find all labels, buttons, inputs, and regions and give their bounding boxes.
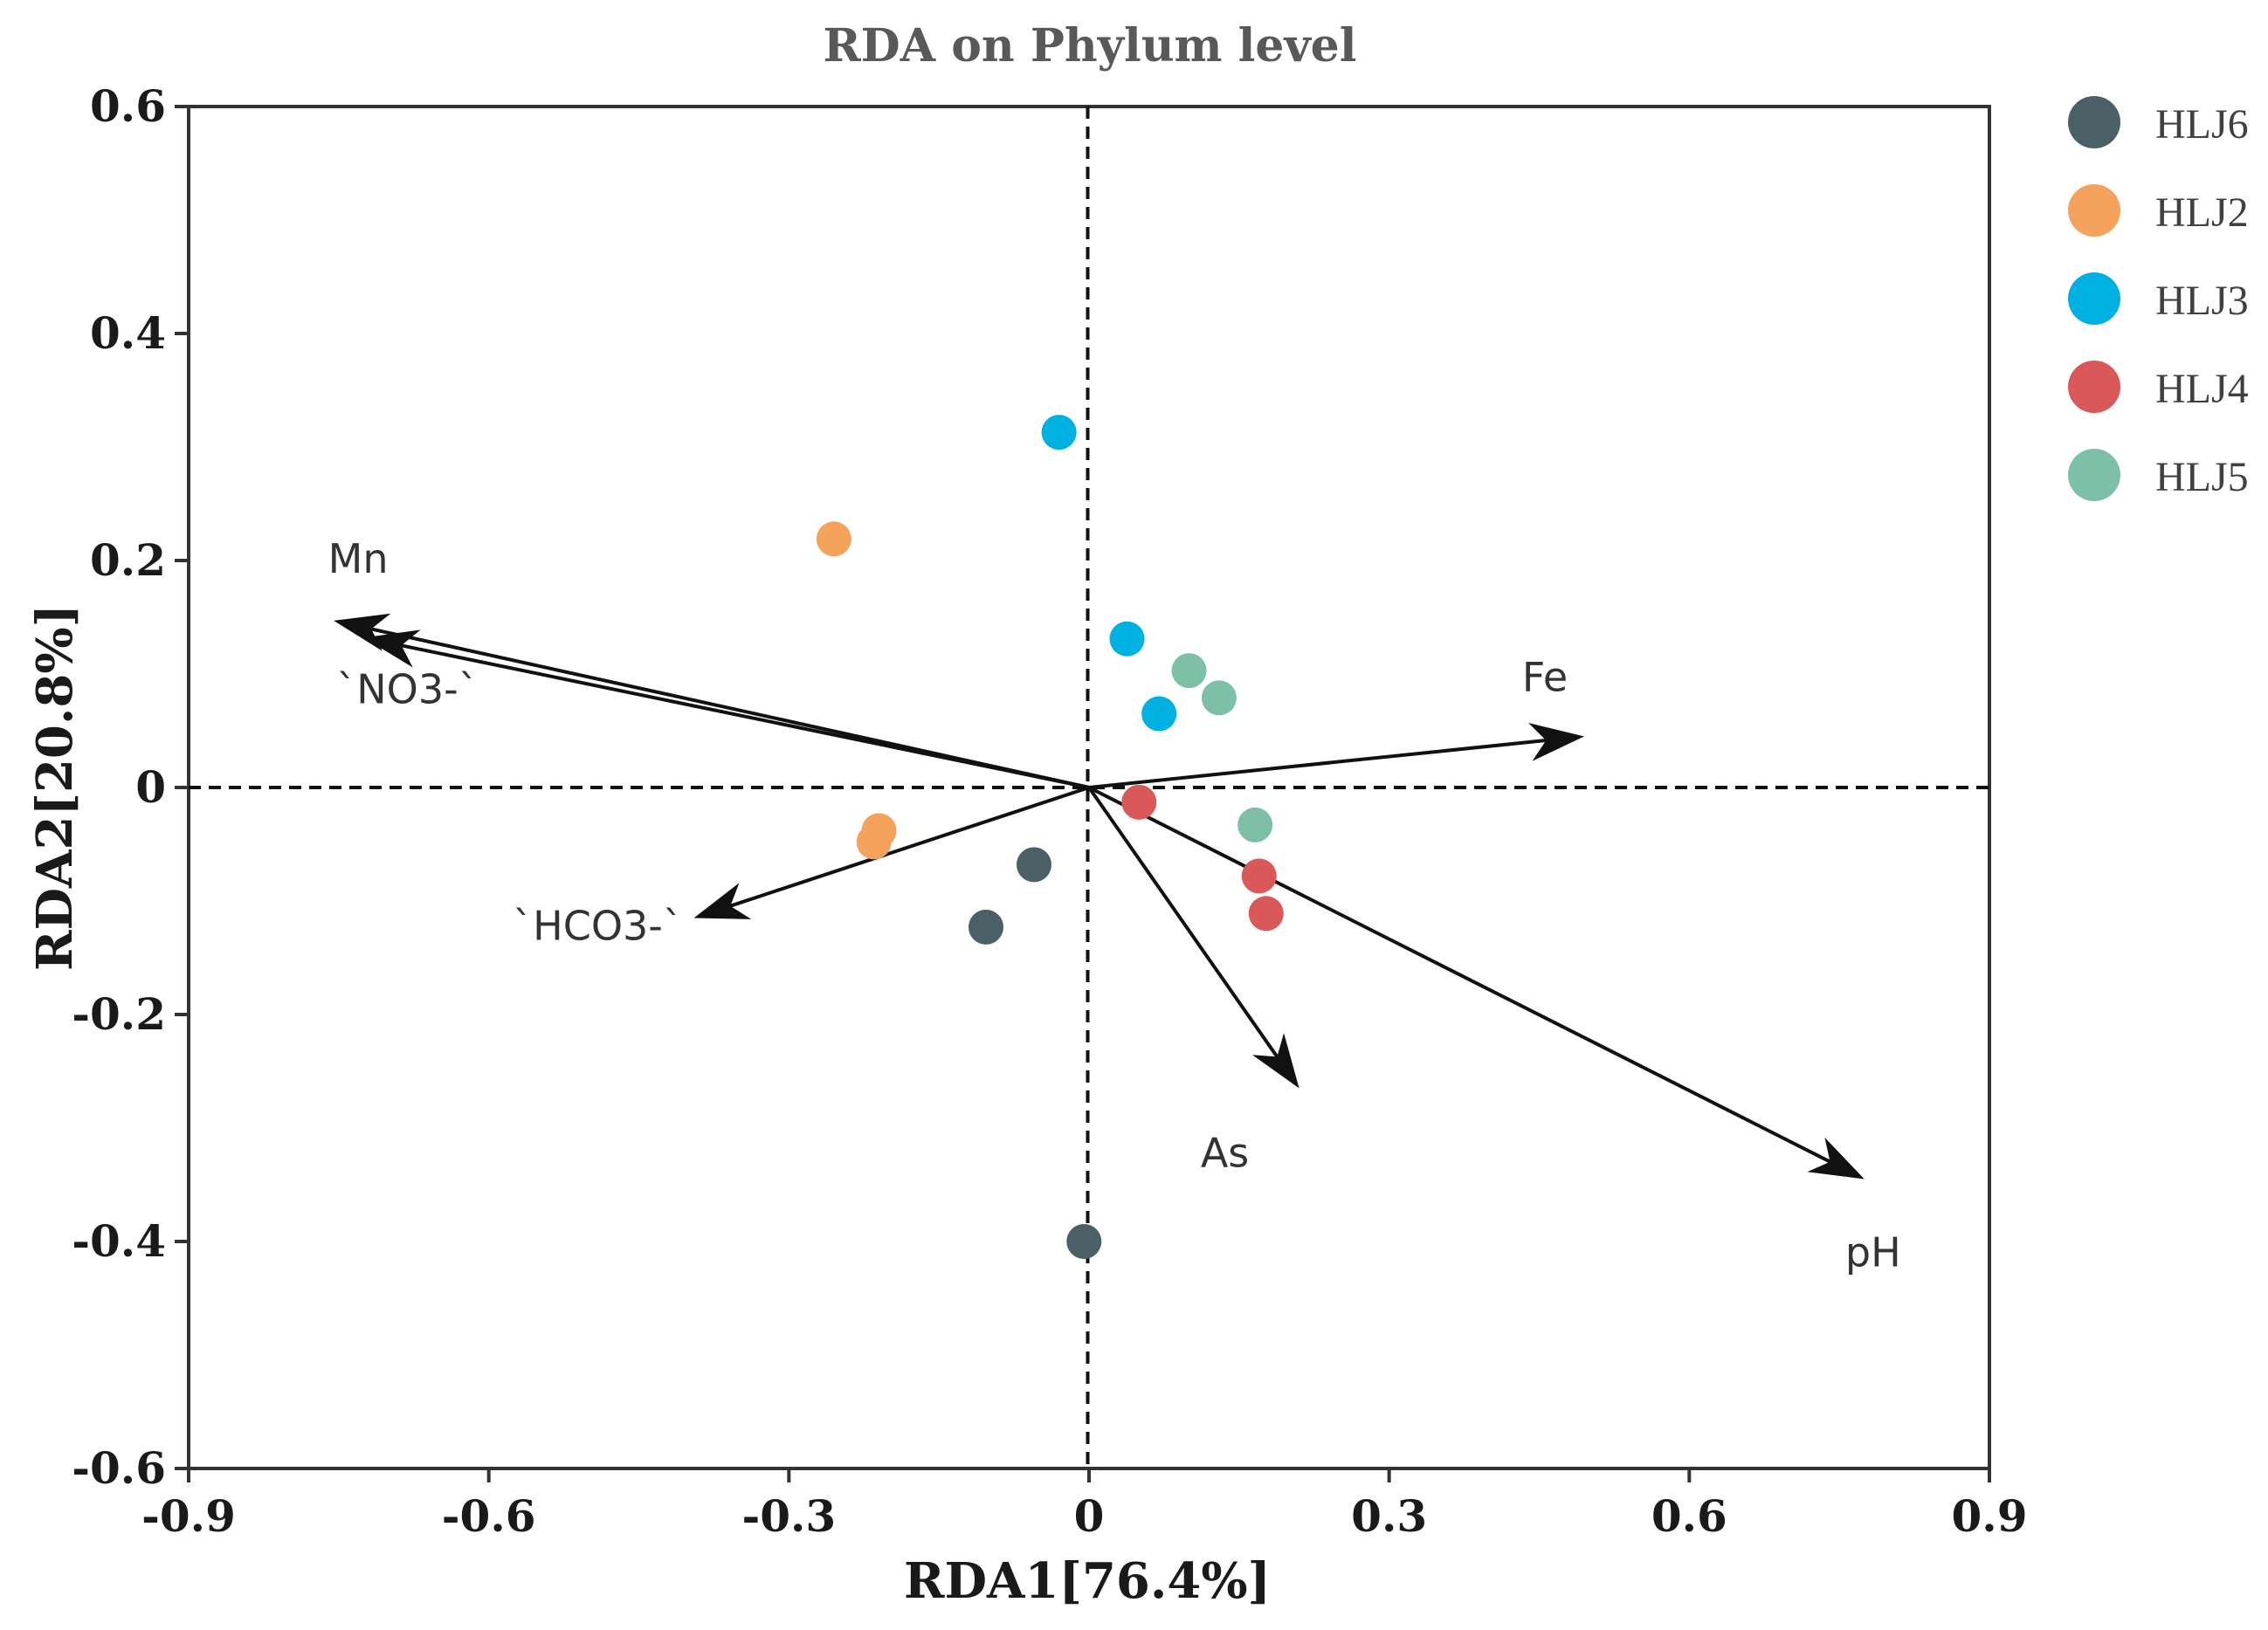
arrow-head (363, 629, 421, 668)
scatter-point (816, 521, 851, 557)
x-axis: -0.9 -0.6 -0.3 0 0.3 0.6 0.9 (141, 1468, 2028, 1542)
x-axis-title: RDA1[76.4%] (904, 1552, 1271, 1610)
y-tick-label: -0.2 (72, 988, 166, 1040)
scatter-point (1109, 621, 1145, 657)
y-axis: -0.6 -0.4 -0.2 0 0.2 0.4 0.6 (72, 80, 189, 1494)
arrow-head (693, 883, 752, 919)
scatter-point (1248, 896, 1284, 932)
arrow-line (729, 786, 1090, 908)
legend-marker (2068, 96, 2120, 148)
legend-marker (2068, 272, 2120, 325)
legend-label: HLJ2 (2155, 189, 2249, 236)
sample-points (816, 415, 1284, 1259)
legend-label: HLJ6 (2155, 101, 2249, 148)
arrow-head (1252, 1033, 1299, 1089)
scatter-point (1171, 653, 1207, 689)
legend-marker (2068, 184, 2120, 237)
chart-title: RDA on Phylum level (823, 19, 1356, 72)
arrow-label: `NO3-` (336, 665, 478, 712)
scatter-point (1041, 415, 1077, 450)
arrow-line (401, 643, 1090, 789)
y-tick-label: -0.6 (72, 1442, 166, 1494)
scatter-point (1016, 847, 1051, 883)
x-tick-label: 0.3 (1351, 1490, 1427, 1542)
arrow-line (1088, 739, 1547, 789)
arrow-label: Mn (328, 535, 389, 582)
arrow-head (1528, 723, 1584, 761)
arrow-label: As (1201, 1130, 1249, 1177)
x-tick-label: -0.3 (741, 1490, 836, 1542)
legend: HLJ6 HLJ2 HLJ3 HLJ4 HLJ5 (2068, 96, 2249, 501)
legend-label: HLJ3 (2155, 278, 2249, 324)
y-tick-label: 0.4 (90, 307, 166, 359)
arrow-line (1088, 786, 1831, 1164)
scatter-point (1241, 858, 1277, 894)
y-tick-label: 0.2 (90, 534, 166, 586)
arrow-line (1087, 786, 1279, 1058)
legend-label: HLJ5 (2155, 454, 2249, 500)
x-tick-label: -0.6 (442, 1490, 536, 1542)
scatter-point (1121, 784, 1157, 820)
scatter-point (969, 909, 1004, 945)
env-arrows: Mn `NO3-` Fe `HCO3-` As pH (328, 535, 1901, 1276)
y-tick-label: 0 (135, 761, 166, 813)
arrow-head (1807, 1137, 1865, 1180)
scatter-point (856, 824, 892, 860)
y-tick-label: -0.4 (72, 1215, 166, 1267)
x-tick-label: 0.6 (1651, 1490, 1727, 1542)
scatter-point (1141, 696, 1177, 732)
x-tick-label: -0.9 (141, 1490, 236, 1542)
arrow-label: `HCO3-` (513, 903, 683, 950)
x-tick-label: 0.9 (1952, 1490, 2028, 1542)
legend-marker (2068, 449, 2120, 501)
x-tick-label: 0 (1074, 1490, 1105, 1542)
legend-label: HLJ4 (2155, 366, 2249, 412)
y-axis-title: RDA2[20.8%] (26, 604, 84, 971)
legend-marker (2068, 361, 2120, 413)
y-tick-label: 0.6 (90, 80, 166, 132)
scatter-point (1237, 807, 1273, 843)
arrow-label: Fe (1522, 654, 1568, 701)
scatter-point (1201, 680, 1237, 716)
scatter-point (1066, 1224, 1102, 1259)
arrow-label: pH (1845, 1229, 1901, 1276)
